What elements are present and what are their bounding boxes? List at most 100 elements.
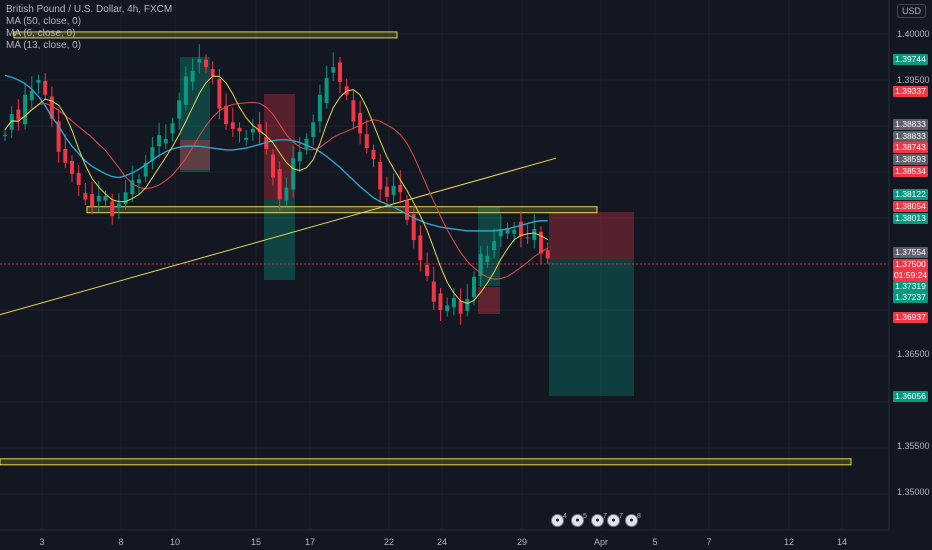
candle-body bbox=[197, 58, 202, 63]
price-label[interactable]: 1.38534 bbox=[893, 166, 928, 177]
price-label[interactable]: 1.36056 bbox=[893, 391, 928, 402]
trendline[interactable] bbox=[0, 157, 557, 316]
candle-body bbox=[291, 158, 296, 190]
horizontal-zone[interactable] bbox=[13, 31, 398, 39]
candle-body bbox=[398, 184, 403, 193]
price-label[interactable]: 1.36937 bbox=[893, 312, 928, 323]
candle-body bbox=[451, 298, 456, 308]
candle-body bbox=[431, 281, 436, 302]
date-tick: 14 bbox=[836, 537, 848, 547]
candle-body bbox=[338, 62, 342, 82]
candle-body bbox=[391, 185, 396, 195]
economic-event-icon[interactable]: ● bbox=[625, 514, 638, 527]
candle-body bbox=[331, 67, 336, 73]
price-label[interactable]: 1.37319 bbox=[893, 281, 928, 292]
price-label[interactable]: 1.39744 bbox=[893, 54, 928, 65]
date-tick: 22 bbox=[383, 537, 395, 547]
candle-body bbox=[230, 122, 235, 129]
candle-body bbox=[110, 201, 115, 217]
candle-body bbox=[384, 186, 389, 197]
position-box[interactable] bbox=[478, 206, 500, 286]
candle-body bbox=[190, 70, 195, 82]
candle-body bbox=[405, 200, 409, 220]
candle-body bbox=[130, 180, 135, 195]
candle-body bbox=[438, 293, 443, 310]
date-tick: 15 bbox=[250, 537, 262, 547]
position-box[interactable] bbox=[180, 140, 210, 170]
candle-body bbox=[49, 96, 54, 119]
price-label[interactable]: 1.37500 bbox=[893, 259, 928, 270]
candle-body bbox=[9, 114, 14, 130]
ma13-line bbox=[4, 101, 548, 280]
candle-body bbox=[498, 229, 503, 237]
candle-body bbox=[324, 78, 329, 103]
ma6-line bbox=[4, 75, 548, 304]
event-count: 8 bbox=[637, 513, 641, 520]
position-box[interactable] bbox=[264, 200, 295, 280]
candle-body bbox=[271, 154, 275, 178]
candle-body bbox=[478, 253, 483, 276]
candle-body bbox=[163, 138, 168, 144]
price-tick: 1.39500 bbox=[897, 75, 930, 85]
candle-body bbox=[525, 237, 530, 239]
date-tick: 12 bbox=[783, 537, 795, 547]
candle-body bbox=[351, 100, 356, 122]
price-label[interactable]: 1.39337 bbox=[893, 86, 928, 97]
candle-body bbox=[257, 124, 262, 133]
date-tick: 8 bbox=[118, 537, 124, 547]
candle-body bbox=[364, 134, 369, 149]
candles bbox=[3, 44, 550, 325]
price-label[interactable]: 01:59:24 bbox=[893, 270, 928, 281]
position-box[interactable] bbox=[549, 212, 634, 259]
candle-body bbox=[445, 305, 450, 311]
candle-body bbox=[3, 135, 7, 137]
candle-body bbox=[70, 160, 74, 174]
economic-event-icon[interactable]: ● bbox=[551, 514, 564, 527]
date-tick: 7 bbox=[706, 537, 712, 547]
candle-body bbox=[244, 137, 249, 140]
position-boxes[interactable] bbox=[180, 57, 634, 396]
candle-body bbox=[485, 255, 490, 263]
event-count: 7 bbox=[603, 513, 607, 520]
price-label[interactable]: 1.37237 bbox=[893, 292, 928, 303]
candle-body bbox=[204, 59, 208, 68]
candle-body bbox=[23, 94, 28, 125]
candle-body bbox=[472, 276, 476, 298]
candle-body bbox=[116, 203, 121, 208]
price-label[interactable]: 1.38833 bbox=[893, 131, 928, 142]
horizontal-zone[interactable] bbox=[0, 458, 852, 466]
position-box[interactable] bbox=[549, 259, 634, 396]
position-box[interactable] bbox=[180, 57, 210, 172]
candle-body bbox=[170, 123, 175, 134]
price-label[interactable]: 1.38743 bbox=[893, 142, 928, 153]
candle-body bbox=[210, 68, 215, 77]
time-axis[interactable] bbox=[0, 530, 932, 550]
currency-badge[interactable]: USD bbox=[896, 4, 926, 18]
price-label[interactable]: 1.37554 bbox=[893, 247, 928, 258]
candle-body bbox=[90, 194, 95, 207]
price-label[interactable]: 1.38833 bbox=[893, 119, 928, 130]
price-label[interactable]: 1.38054 bbox=[893, 201, 928, 212]
price-label[interactable]: 1.38122 bbox=[893, 189, 928, 200]
date-tick: 29 bbox=[516, 537, 528, 547]
horizontal-zone[interactable] bbox=[86, 206, 598, 214]
economic-event-icon[interactable]: ● bbox=[571, 514, 584, 527]
candle-body bbox=[371, 149, 376, 160]
candle-body bbox=[43, 80, 48, 95]
candle-body bbox=[16, 109, 21, 120]
price-label[interactable]: 1.38593 bbox=[893, 154, 928, 165]
candle-body bbox=[63, 149, 68, 163]
candle-body bbox=[224, 105, 229, 125]
support-resistance-zones[interactable] bbox=[0, 31, 852, 466]
candle-body bbox=[150, 147, 155, 161]
price-label[interactable]: 1.38013 bbox=[893, 213, 928, 224]
position-box[interactable] bbox=[478, 287, 500, 314]
economic-event-icon[interactable]: ● bbox=[591, 514, 604, 527]
price-tick: 1.35000 bbox=[897, 487, 930, 497]
candle-body bbox=[83, 193, 88, 200]
candle-body bbox=[505, 228, 510, 234]
price-tick: 1.40000 bbox=[897, 29, 930, 39]
candle-body bbox=[297, 151, 302, 161]
economic-event-icon[interactable]: ● bbox=[607, 514, 620, 527]
